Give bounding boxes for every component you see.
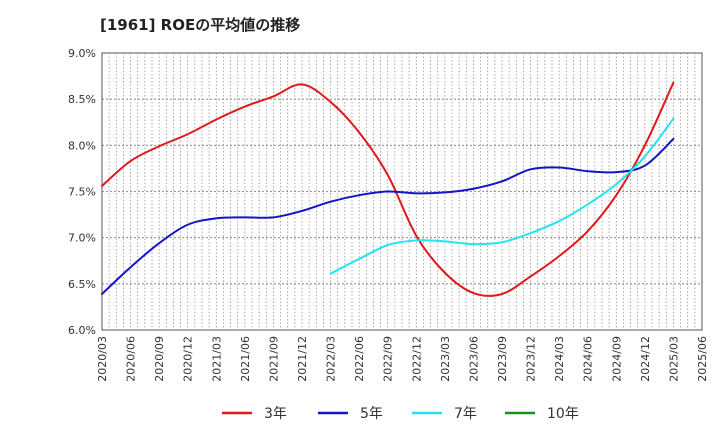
legend-label-2: 7年: [454, 406, 477, 422]
x-tick-label: 2022/06: [353, 336, 366, 382]
series-line-0: [101, 81, 675, 297]
x-tick-label: 2020/03: [96, 336, 109, 382]
y-tick-label: 6.5%: [68, 278, 96, 291]
x-tick-label: 2025/03: [667, 336, 680, 382]
legend-label-3: 10年: [547, 406, 579, 422]
x-tick-label: 2023/09: [496, 336, 509, 382]
legend-label-1: 5年: [360, 406, 383, 422]
y-tick-label: 9.0%: [68, 47, 96, 60]
x-tick-label: 2022/12: [410, 336, 423, 382]
series-line-1: [101, 137, 675, 295]
x-tick-label: 2023/03: [439, 336, 452, 382]
x-tick-label: 2021/09: [267, 336, 280, 382]
x-tick-label: 2023/12: [525, 336, 538, 382]
x-tick-label: 2024/06: [582, 336, 595, 382]
x-tick-label: 2021/12: [296, 336, 309, 382]
legend-label-0: 3年: [264, 406, 287, 422]
y-tick-label: 8.5%: [68, 93, 96, 106]
x-tick-label: 2021/03: [210, 336, 223, 382]
x-tick-label: 2024/12: [639, 336, 652, 382]
y-tick-label: 6.0%: [68, 324, 96, 337]
y-tick-label: 7.0%: [68, 232, 96, 245]
x-tick-label: 2020/12: [182, 336, 195, 382]
x-tick-label: 2024/09: [610, 336, 623, 382]
x-tick-label: 2021/06: [239, 336, 252, 382]
x-tick-label: 2022/09: [382, 336, 395, 382]
x-tick-label: 2022/03: [325, 336, 338, 382]
x-tick-label: 2020/06: [125, 336, 138, 382]
y-tick-label: 7.5%: [68, 186, 96, 199]
y-tick-label: 8.0%: [68, 139, 96, 152]
series-line-2: [329, 117, 675, 275]
x-tick-label: 2020/09: [153, 336, 166, 382]
chart-title: [1961] ROEの平均値の推移: [100, 16, 301, 34]
x-tick-label: 2025/06: [696, 336, 709, 382]
x-tick-label: 2023/06: [467, 336, 480, 382]
x-tick-label: 2024/03: [553, 336, 566, 382]
